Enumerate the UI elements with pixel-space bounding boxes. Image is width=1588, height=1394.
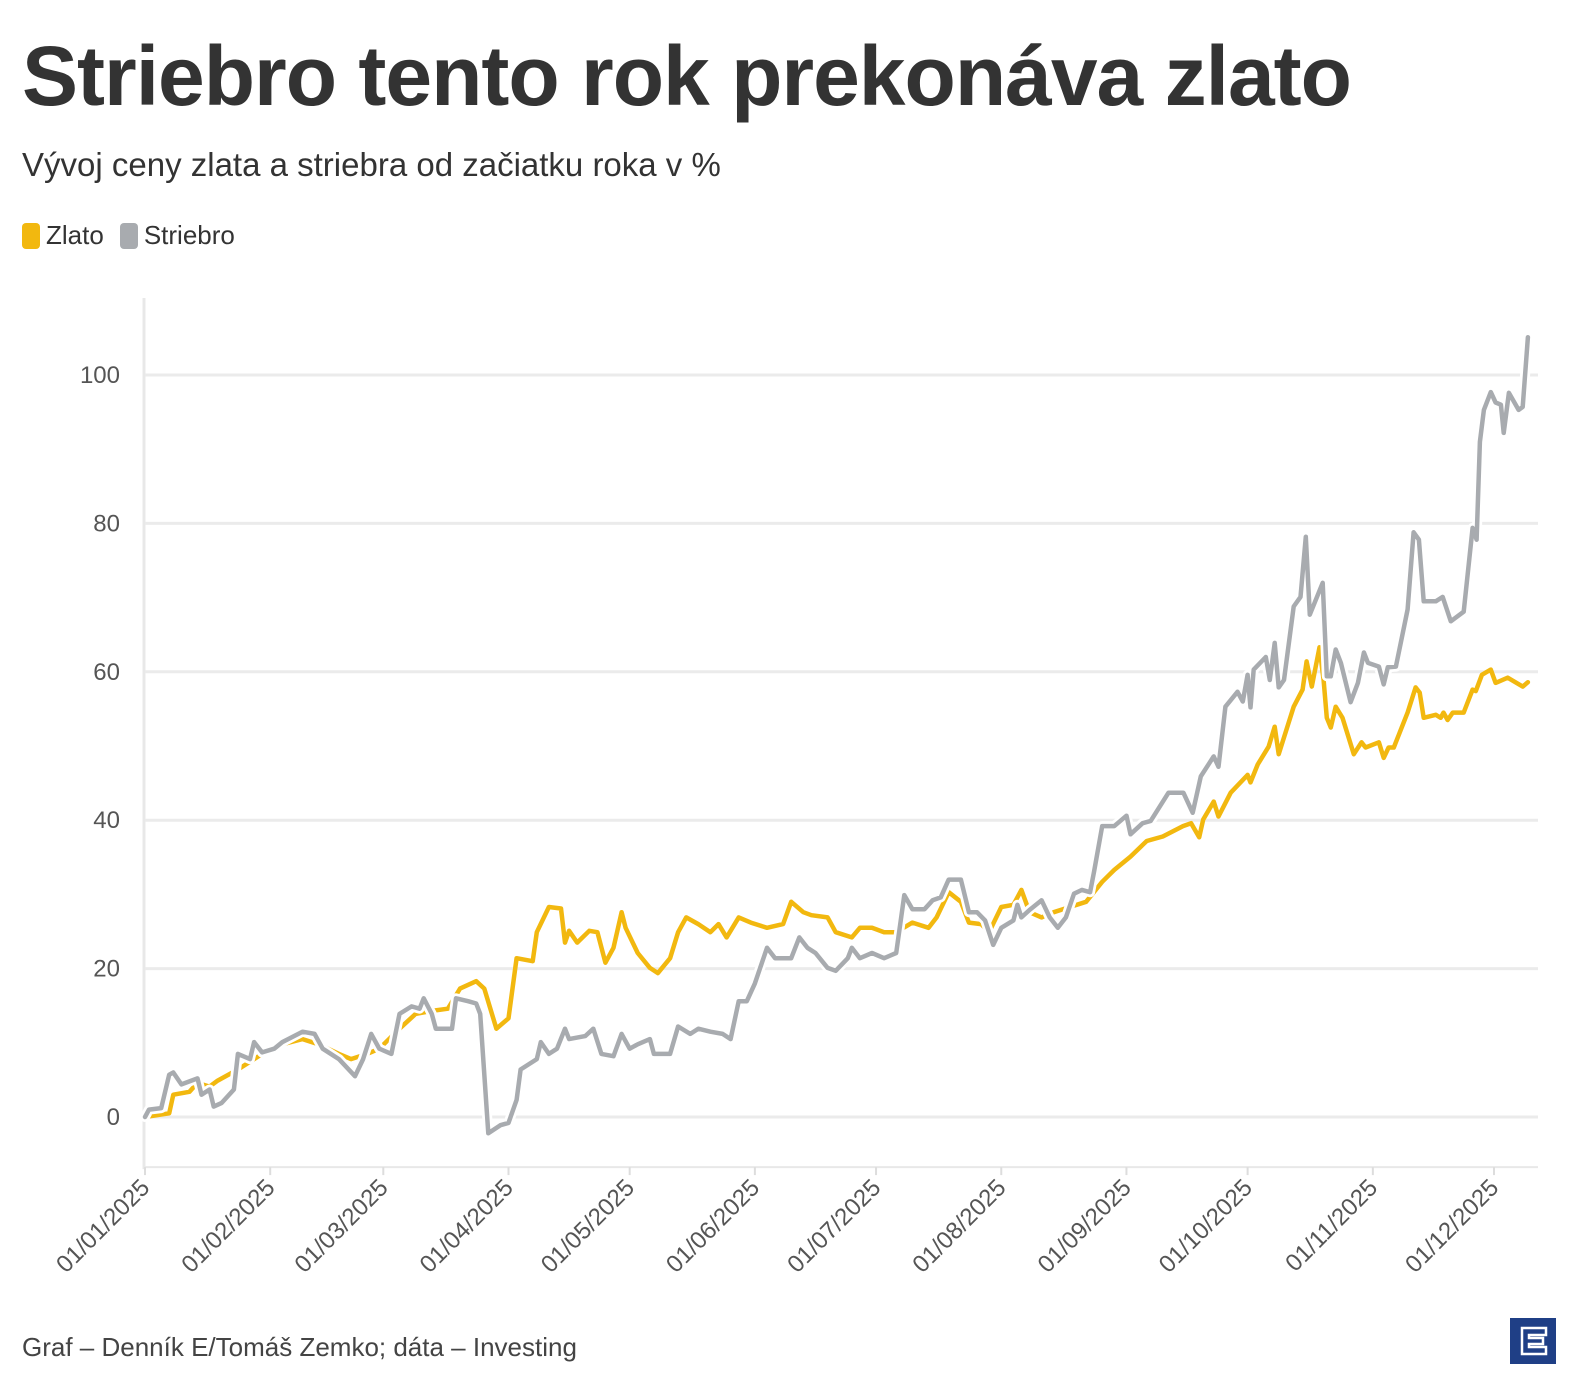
x-axis-ticks: 01/01/2025 01/02/2025 01/03/2025 01/04/2025… bbox=[51, 1167, 1504, 1278]
series-line-zlato bbox=[142, 645, 1531, 1120]
y-tick-label: 100 bbox=[80, 362, 120, 389]
y-tick-label: 60 bbox=[93, 659, 120, 686]
denník-e-logo bbox=[1510, 1318, 1556, 1364]
y-axis-ticks: 0 20 40 60 80 100 bbox=[80, 362, 120, 1131]
source-note: Graf – Denník E/Tomáš Zemko; dáta – Inve… bbox=[22, 1332, 577, 1362]
x-tick-label: 01/11/2025 bbox=[1280, 1174, 1383, 1277]
x-tick-label: 01/07/2025 bbox=[782, 1174, 886, 1278]
line-chart: 0 20 40 60 80 100 01/01/2025 01/02/2025 01/03/2… bbox=[51, 298, 1538, 1278]
series-lines bbox=[140, 332, 1533, 1139]
x-tick-label: 01/06/2025 bbox=[661, 1174, 765, 1278]
y-tick-label: 40 bbox=[93, 807, 120, 834]
legend-label-zlato: Zlato bbox=[46, 220, 104, 250]
x-tick-label: 01/04/2025 bbox=[415, 1174, 519, 1278]
gridlines bbox=[142, 298, 1538, 1170]
legend-label-striebro: Striebro bbox=[143, 220, 235, 250]
legend-item-zlato[interactable]: Zlato bbox=[22, 220, 104, 251]
series-halo-striebro bbox=[140, 332, 1533, 1139]
x-tick-label: 01/08/2025 bbox=[907, 1174, 1011, 1278]
y-tick-label: 80 bbox=[93, 510, 120, 537]
chart-title: Striebro tento rok prekonáva zlato bbox=[22, 29, 1352, 123]
y-tick-label: 20 bbox=[93, 956, 120, 983]
x-tick-label: 01/05/2025 bbox=[536, 1174, 640, 1278]
x-tick-label: 01/09/2025 bbox=[1033, 1174, 1137, 1278]
y-tick-label: 0 bbox=[107, 1104, 120, 1131]
legend-swatch-striebro bbox=[119, 222, 138, 249]
x-tick-label: 01/03/2025 bbox=[290, 1174, 394, 1278]
legend-swatch-zlato bbox=[22, 222, 40, 249]
x-tick-label: 01/02/2025 bbox=[176, 1174, 280, 1278]
legend: Zlato Striebro bbox=[22, 220, 235, 251]
legend-item-striebro[interactable]: Striebro bbox=[119, 220, 235, 251]
series-line-striebro bbox=[142, 334, 1531, 1136]
x-tick-label: 01/10/2025 bbox=[1154, 1174, 1258, 1278]
x-tick-label: 01/01/2025 bbox=[51, 1174, 155, 1278]
x-tick-label: 01/12/2025 bbox=[1400, 1174, 1504, 1278]
chart-subtitle: Vývoj ceny zlata a striebra od začiatku … bbox=[22, 146, 721, 183]
